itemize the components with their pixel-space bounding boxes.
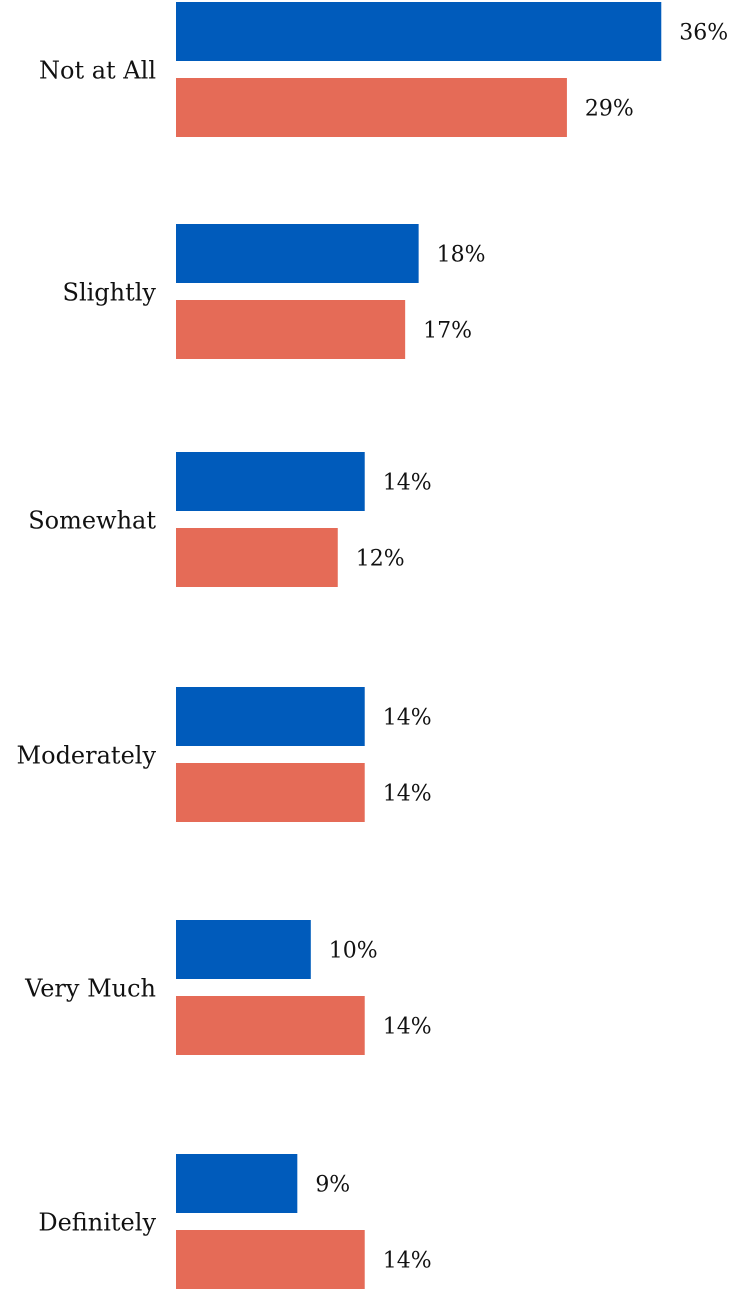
value-label-very-much-series-2: 14% (383, 1015, 432, 1040)
bar-very-much-series-1 (176, 920, 311, 979)
category-label-somewhat: Somewhat (28, 507, 156, 535)
bar-slightly-series-1 (176, 224, 419, 283)
value-label-slightly-series-1: 18% (437, 243, 486, 268)
bar-moderately-series-1 (176, 687, 365, 746)
category-label-very-much: Very Much (24, 975, 156, 1003)
value-label-definitely-series-1: 9% (315, 1173, 350, 1198)
value-label-not-at-all-series-1: 36% (679, 21, 728, 46)
bar-moderately-series-2 (176, 763, 365, 822)
value-label-moderately-series-1: 14% (383, 706, 432, 731)
bar-definitely-series-1 (176, 1154, 298, 1213)
bars (176, 2, 662, 1289)
bar-not-at-all-series-2 (176, 78, 567, 137)
value-label-moderately-series-2: 14% (383, 782, 432, 807)
category-label-slightly: Slightly (63, 279, 157, 307)
value-labels: 36% 29% 18% 17% 14% 12% 14% 14% 10% 14% 9% 14% (315, 21, 728, 1274)
bar-somewhat-series-1 (176, 452, 365, 511)
bar-slightly-series-2 (176, 300, 406, 359)
value-label-somewhat-series-2: 12% (356, 547, 405, 572)
bar-very-much-series-2 (176, 996, 365, 1055)
bar-not-at-all-series-1 (176, 2, 662, 61)
value-label-definitely-series-2: 14% (383, 1249, 432, 1274)
value-label-not-at-all-series-2: 29% (585, 97, 634, 122)
bar-somewhat-series-2 (176, 528, 338, 587)
category-label-not-at-all: Not at All (39, 57, 156, 85)
category-labels: Not at All Slightly Somewhat Moderately Very… (17, 57, 157, 1237)
bar-definitely-series-2 (176, 1230, 365, 1289)
value-label-very-much-series-1: 10% (329, 939, 378, 964)
value-label-slightly-series-2: 17% (423, 319, 472, 344)
category-label-moderately: Moderately (17, 742, 157, 770)
category-label-definitely: Definitely (38, 1209, 156, 1237)
value-label-somewhat-series-1: 14% (383, 471, 432, 496)
